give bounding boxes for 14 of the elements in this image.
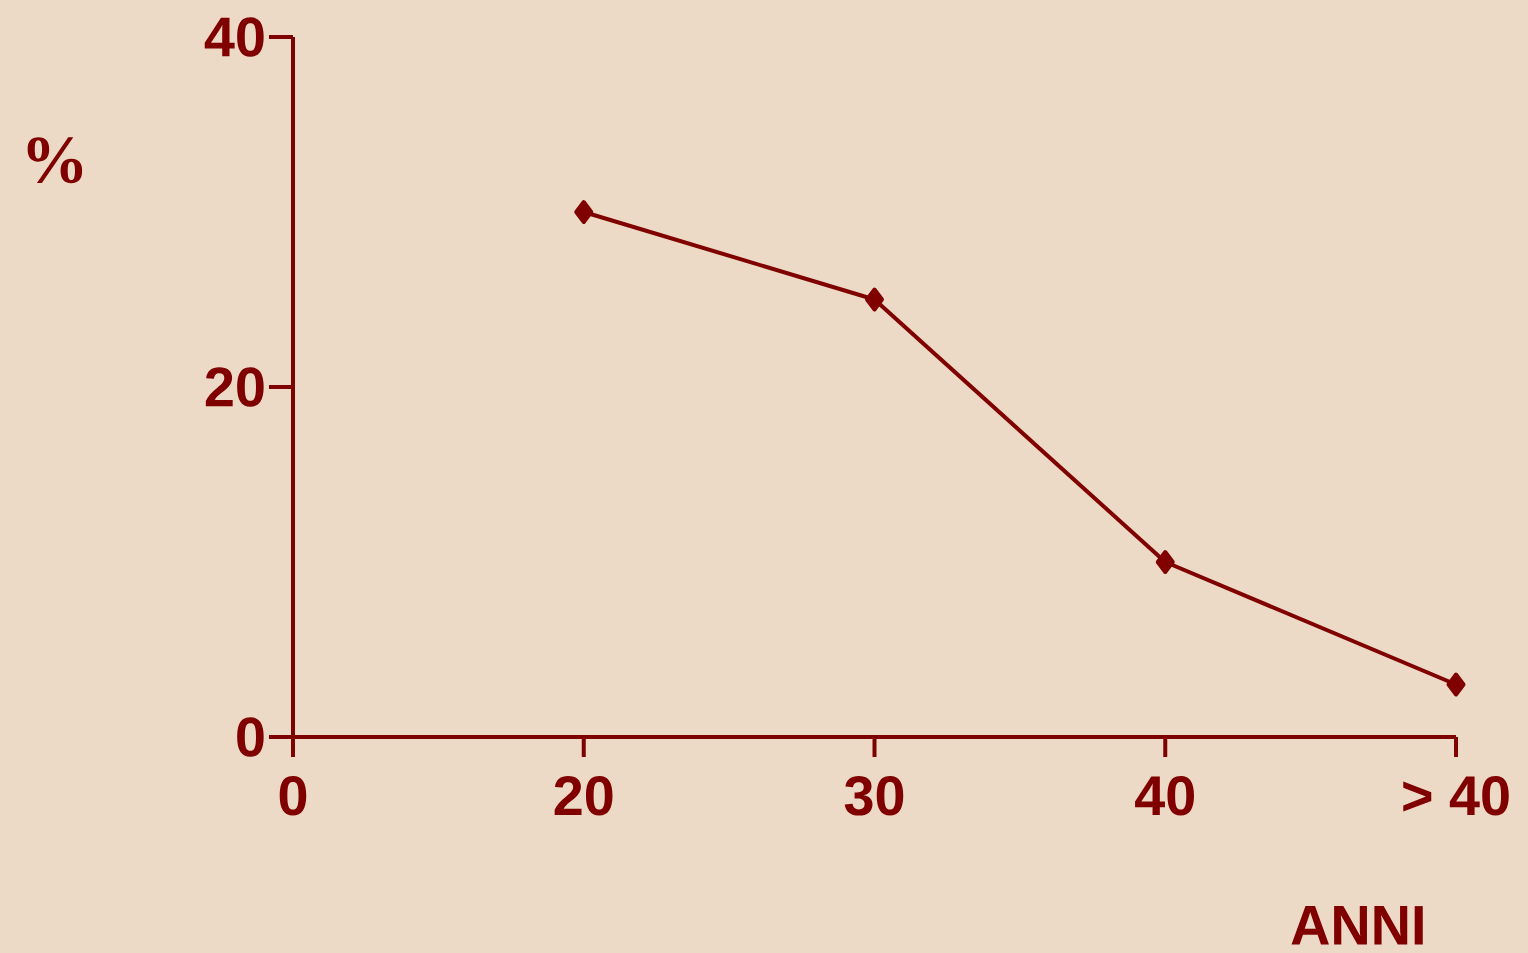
x-tick-label: 20 — [554, 776, 613, 816]
x-tick-label: 0 — [279, 776, 307, 816]
point — [574, 199, 594, 224]
y-tick-label: 40 — [204, 17, 264, 57]
y-axis-title: % — [27, 137, 83, 184]
point — [1446, 672, 1466, 697]
y-tick-label: 20 — [205, 367, 264, 407]
point — [865, 287, 885, 312]
point — [1155, 550, 1175, 574]
x-tick-label: 30 — [844, 776, 904, 816]
y-tick-label: 0 — [237, 717, 264, 757]
x-axis-title: ANNI — [1291, 906, 1423, 945]
x-tick-label: 40 — [1135, 776, 1194, 816]
x-tick-label: > 40 — [1403, 776, 1509, 816]
